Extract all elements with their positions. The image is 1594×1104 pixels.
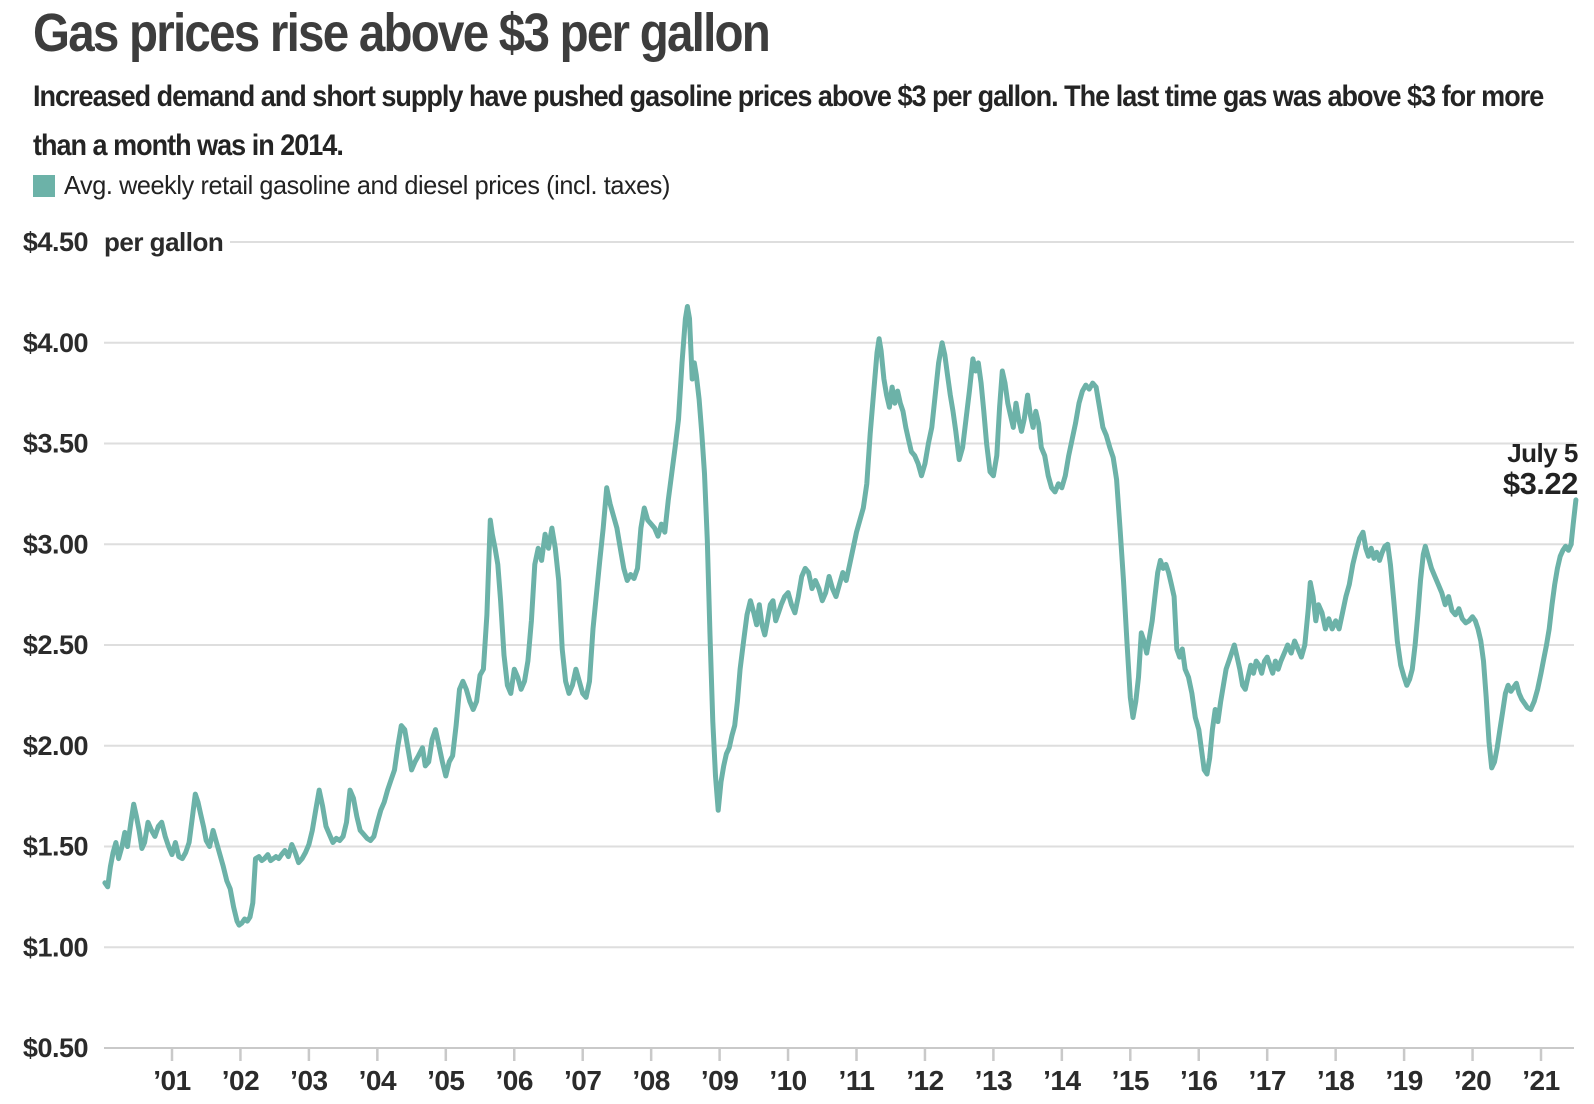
x-axis-label: ’09 [701, 1065, 738, 1096]
x-axis-label: ’16 [1180, 1065, 1217, 1096]
y-axis-label: $4.00 [23, 328, 88, 358]
x-axis-label: ’08 [632, 1065, 669, 1096]
page-title: Gas prices rise above $3 per gallon [33, 3, 771, 63]
chart-subtitle: Increased demand and short supply have p… [33, 72, 1544, 170]
x-axis-label: ’19 [1385, 1065, 1422, 1096]
y-axis-label: $0.50 [23, 1033, 88, 1063]
y-axis-label: $3.50 [23, 429, 88, 459]
chart-subtitle-line-1: Increased demand and short supply have p… [33, 80, 1544, 113]
y-axis-label: $2.50 [23, 630, 88, 660]
x-axis-label: ’11 [839, 1065, 875, 1096]
annotation-date: July 5 [1507, 438, 1578, 468]
y-axis-label: $4.50 [23, 227, 88, 257]
price-line [102, 304, 1579, 928]
legend-swatch-icon [33, 174, 55, 197]
x-axis-label: ’06 [496, 1065, 533, 1096]
x-axis-label: ’04 [359, 1065, 397, 1096]
x-axis-label: ’12 [906, 1065, 943, 1096]
annotation-price: $3.22 [1503, 466, 1578, 501]
x-axis-label: ’21 [1522, 1065, 1559, 1096]
legend-label: Avg. weekly retail gasoline and diesel p… [64, 170, 671, 200]
x-axis-label: ’15 [1112, 1065, 1149, 1096]
y-axis-label: $2.00 [23, 731, 88, 761]
chart-subtitle-line-2: than a month was in 2014. [33, 129, 344, 162]
x-axis-label: ’13 [975, 1065, 1012, 1096]
x-axis-label: ’17 [1248, 1065, 1285, 1096]
y-axis-label: $1.50 [23, 832, 88, 862]
y-axis-unit-label: per gallon [104, 227, 223, 257]
x-axis-label: ’05 [427, 1065, 464, 1096]
x-axis-label: ’20 [1454, 1065, 1491, 1096]
x-axis-label: ’03 [290, 1065, 327, 1096]
x-axis-label: ’02 [222, 1065, 259, 1096]
x-axis-label: ’07 [564, 1065, 601, 1096]
x-axis-label: ’10 [769, 1065, 806, 1096]
x-axis-label: ’14 [1043, 1065, 1081, 1096]
y-axis-label: $3.00 [23, 529, 88, 559]
x-axis-label: ’01 [153, 1065, 190, 1096]
y-axis-label: $1.00 [23, 932, 88, 962]
x-axis-label: ’18 [1317, 1065, 1354, 1096]
legend: Avg. weekly retail gasoline and diesel p… [33, 170, 689, 201]
